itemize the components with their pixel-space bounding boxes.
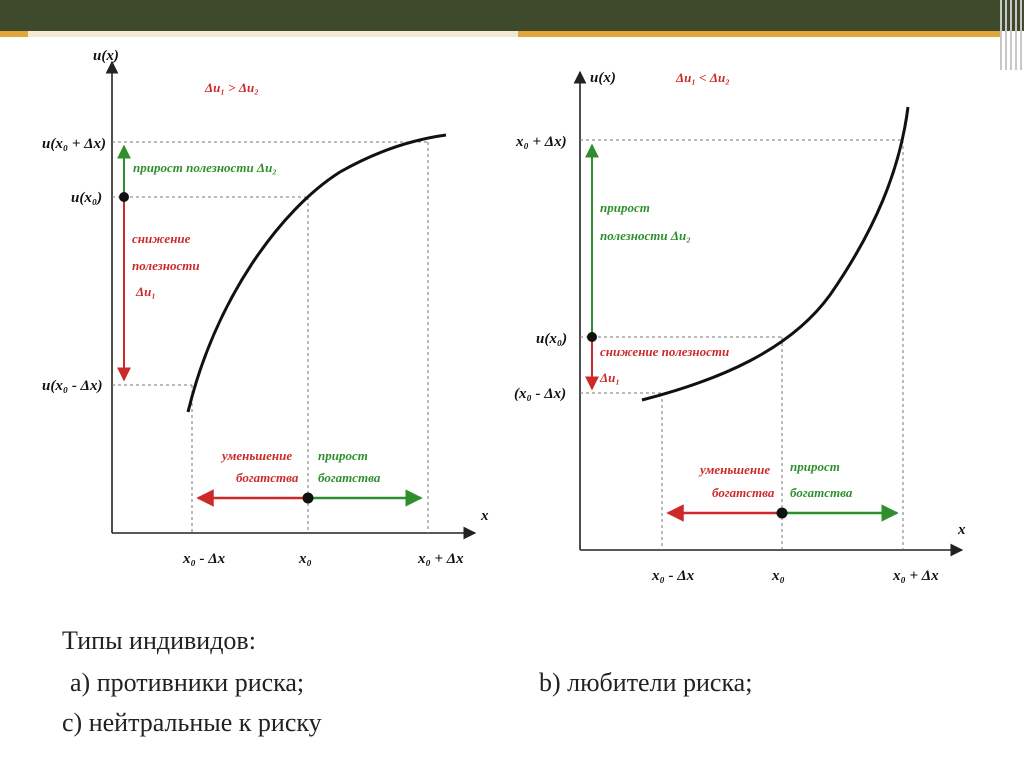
y-tick-mid: u(x₀)	[536, 331, 567, 347]
guide-lines	[112, 141, 429, 533]
utility-loss-note-1: снижение	[132, 231, 191, 246]
x-tick-left: x₀ - Δx	[182, 551, 226, 567]
y-tick-top: u(x₀ + Δx)	[42, 136, 106, 152]
condition-label: Δu₁ > Δu₂	[204, 80, 259, 95]
x-tick-right: x₀ + Δx	[892, 568, 939, 584]
y-tick-top: x₀ + Δx)	[515, 134, 567, 150]
x-tick-left: x₀ - Δx	[651, 568, 695, 584]
point-x0	[776, 507, 788, 519]
wealth-loss-note-2: богатства	[712, 485, 775, 500]
y-axis-label: u(x)	[93, 48, 119, 64]
x-tick-right: x₀ + Δx	[417, 551, 464, 567]
wealth-loss-note-1: уменьшение	[220, 448, 292, 463]
corner-stripes	[998, 0, 1024, 70]
y-tick-mid: u(x₀)	[71, 190, 102, 206]
utility-loss-note-3: Δu₁	[135, 284, 156, 299]
header-light-gap	[28, 31, 518, 37]
wealth-loss-note-1: уменьшение	[698, 462, 770, 477]
point-u-x0	[587, 332, 597, 342]
x-tick-mid: x₀	[298, 551, 312, 567]
x-axis-label: x	[480, 508, 489, 524]
graph-risk-loving: u(x) x Δu₁ < Δu₂ x₀ + Δx) u(x₀) (x₀ - Δx…	[514, 70, 966, 584]
stripe	[1020, 0, 1022, 70]
caption-title: Типы индивидов:	[62, 626, 256, 655]
stripe	[1005, 0, 1007, 70]
y-tick-low: u(x₀ - Δx)	[42, 378, 102, 394]
caption-item-c: с) нейтральные к риску	[62, 708, 322, 737]
utility-gain-note-1: прирост	[600, 200, 650, 215]
utility-loss-note-2: полезности	[132, 258, 200, 273]
guide-lines	[580, 139, 904, 550]
wealth-gain-note-1: прирост	[790, 459, 840, 474]
utility-curve-convex	[641, 106, 910, 402]
condition-label: Δu₁ < Δu₂	[675, 70, 730, 85]
stripe	[1010, 0, 1012, 70]
caption-item-b: b) любители риска;	[539, 668, 753, 697]
utility-loss-note-1: снижение полезности	[600, 344, 729, 359]
graph-risk-averse: u(x) x Δu₁ > Δu₂ u(x₀ + Δx) u(x₀) u(x₀ -…	[42, 48, 489, 567]
caption-item-a: а) противники риска;	[70, 668, 305, 697]
x-tick-mid: x₀	[771, 568, 785, 584]
utility-gain-note-2: полезности Δu₂	[600, 228, 691, 243]
wealth-gain-note-2: богатства	[318, 470, 381, 485]
wealth-gain-note-2: богатства	[790, 485, 853, 500]
utility-loss-note-2: Δu₁	[599, 370, 620, 385]
y-tick-low: (x₀ - Δx)	[514, 386, 566, 402]
point-u-x0	[119, 192, 129, 202]
point-x0	[302, 492, 314, 504]
wealth-gain-note-1: прирост	[318, 448, 368, 463]
x-axis-label: x	[957, 522, 966, 538]
stripe	[1015, 0, 1017, 70]
y-axis-label: u(x)	[590, 70, 616, 86]
wealth-loss-note-2: богатства	[236, 470, 299, 485]
utility-curve-concave	[186, 133, 447, 413]
stripe	[1000, 0, 1002, 70]
slide-header-bar	[0, 0, 1024, 37]
utility-gain-note: прирост полезности Δu₂	[133, 160, 277, 175]
header-dark-band	[0, 0, 1024, 31]
